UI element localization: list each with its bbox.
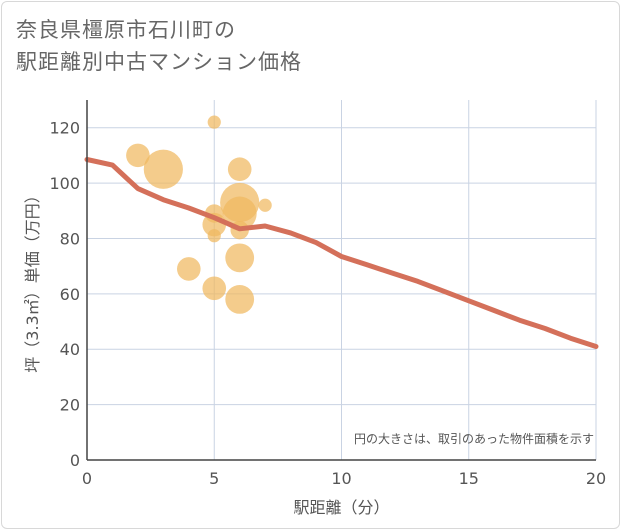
bubble-point bbox=[202, 276, 227, 301]
bubble-point bbox=[222, 196, 257, 231]
y-tick-label: 40 bbox=[60, 340, 80, 359]
x-tick-label: 10 bbox=[331, 469, 351, 488]
trend-series bbox=[84, 157, 599, 349]
bubble-point bbox=[225, 284, 255, 314]
trend-line bbox=[84, 157, 599, 349]
x-tick-label: 15 bbox=[459, 469, 479, 488]
chart-title-line-1: 奈良県橿原市石川町の bbox=[16, 18, 236, 42]
y-tick-label: 100 bbox=[49, 174, 80, 193]
bubble-point bbox=[207, 229, 221, 243]
y-tick-label: 60 bbox=[60, 285, 80, 304]
y-tick-label: 20 bbox=[60, 396, 80, 415]
bubble-point bbox=[177, 257, 201, 281]
bubble-point bbox=[126, 143, 150, 168]
y-tick-label: 80 bbox=[60, 229, 80, 248]
bubble-point bbox=[258, 198, 272, 212]
x-tick-label: 20 bbox=[586, 469, 606, 488]
y-tick-label: 120 bbox=[49, 119, 80, 138]
x-tick-label: 5 bbox=[209, 469, 219, 488]
size-legend-note: 円の大きさは、取引のあった物件面積を示す bbox=[354, 431, 594, 446]
chart-title-line-2: 駅距離別中古マンション価格 bbox=[16, 50, 302, 74]
x-tick-label: 0 bbox=[82, 469, 92, 488]
bubble-point bbox=[227, 157, 252, 182]
bubble-point bbox=[207, 115, 221, 129]
y-tick-label: 0 bbox=[70, 451, 80, 470]
bubble-point bbox=[143, 149, 183, 189]
x-axis-title: 駅距離（分） bbox=[293, 498, 389, 517]
bubble-series bbox=[126, 115, 272, 314]
gridlines bbox=[87, 100, 597, 460]
chart-title: 奈良県橿原市石川町の 駅距離別中古マンション価格 bbox=[16, 14, 302, 78]
axes: 0 20 40 60 80 100 120 0 5 10 15 20 bbox=[49, 100, 606, 488]
y-axis-title: 坪（3.3㎡）単価（万円） bbox=[23, 187, 42, 372]
bubble-point bbox=[225, 243, 255, 273]
